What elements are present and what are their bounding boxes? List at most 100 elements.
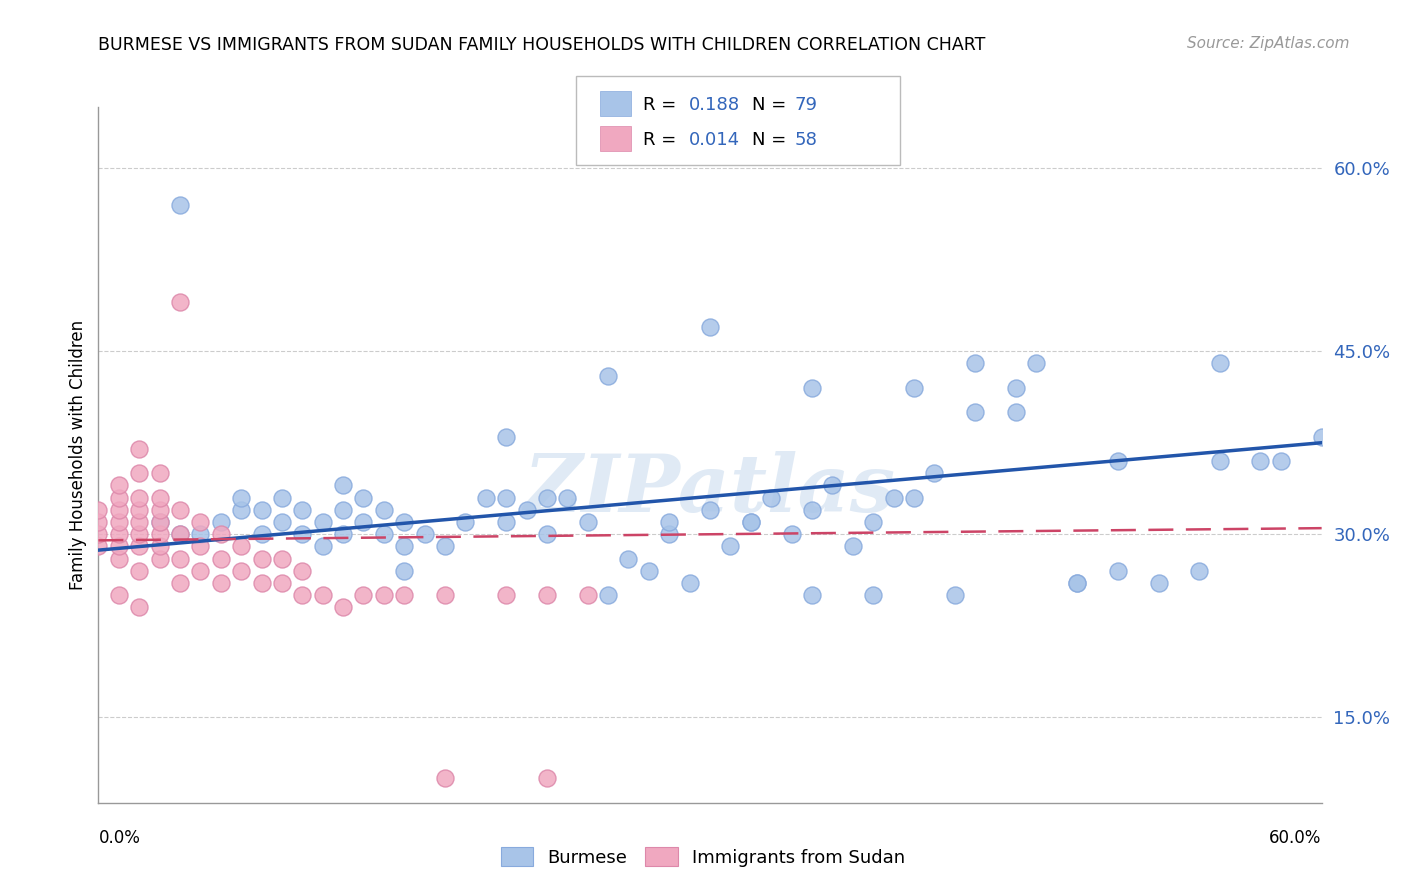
Point (149, 467, 172, 481)
Point (87, 527, 110, 541)
Point (108, 478, 131, 492)
Point (434, 588, 457, 602)
Point (761, 491, 783, 505)
Point (373, 503, 395, 517)
Text: R =: R = (643, 96, 682, 114)
Point (1004, 381, 1026, 395)
Point (128, 467, 150, 481)
Point (250, 576, 273, 591)
Text: BURMESE VS IMMIGRANTS FROM SUDAN FAMILY HOUSEHOLDS WITH CHILDREN CORRELATION CHA: BURMESE VS IMMIGRANTS FROM SUDAN FAMILY … (98, 36, 986, 54)
Point (658, 515, 681, 529)
Point (392, 515, 416, 529)
Point (373, 588, 395, 602)
Point (1066, 576, 1088, 591)
Point (108, 588, 131, 602)
Point (1310, 429, 1333, 443)
Point (801, 503, 824, 517)
Point (312, 515, 335, 529)
Point (312, 540, 335, 554)
Point (270, 576, 294, 591)
Point (1147, 576, 1170, 591)
Point (495, 429, 517, 443)
Point (373, 527, 395, 541)
Point (454, 515, 477, 529)
Point (883, 491, 905, 505)
Point (209, 551, 232, 566)
Point (231, 564, 253, 578)
Point (128, 527, 150, 541)
Point (149, 540, 172, 554)
Point (598, 368, 620, 383)
Point (1188, 564, 1211, 578)
Point (943, 588, 966, 602)
Point (1025, 356, 1047, 370)
Point (801, 381, 824, 395)
Point (740, 515, 762, 529)
Point (862, 588, 884, 602)
Point (637, 564, 661, 578)
Point (149, 515, 172, 529)
Point (231, 503, 253, 517)
Point (128, 564, 150, 578)
Point (149, 491, 172, 505)
Point (270, 515, 294, 529)
Point (1107, 454, 1129, 468)
Point (250, 503, 273, 517)
Point (516, 503, 538, 517)
Point (291, 527, 314, 541)
Point (332, 600, 354, 615)
Point (169, 576, 191, 591)
Point (965, 405, 987, 419)
Point (169, 527, 191, 541)
Point (598, 588, 620, 602)
Point (352, 588, 374, 602)
Point (291, 564, 314, 578)
Point (474, 491, 498, 505)
Point (740, 515, 762, 529)
Point (413, 527, 436, 541)
Point (699, 319, 721, 334)
Point (555, 491, 579, 505)
Point (617, 551, 640, 566)
Text: 79: 79 (794, 96, 817, 114)
Point (250, 527, 273, 541)
Text: N =: N = (752, 131, 792, 149)
Text: 58: 58 (794, 131, 817, 149)
Point (1004, 405, 1026, 419)
Point (434, 540, 457, 554)
Point (231, 540, 253, 554)
Point (188, 527, 212, 541)
Point (149, 551, 172, 566)
Point (87, 540, 110, 554)
Point (1209, 454, 1232, 468)
Point (1209, 356, 1232, 370)
Point (128, 491, 150, 505)
Point (108, 540, 131, 554)
Point (903, 381, 925, 395)
Point (434, 772, 457, 786)
Point (231, 491, 253, 505)
Y-axis label: Family Households with Children: Family Households with Children (69, 320, 87, 590)
Point (108, 527, 131, 541)
Point (128, 442, 150, 456)
Point (536, 491, 558, 505)
Point (169, 527, 191, 541)
Point (250, 551, 273, 566)
Point (801, 588, 824, 602)
Text: 0.014: 0.014 (689, 131, 740, 149)
Point (392, 564, 416, 578)
Point (965, 356, 987, 370)
Point (718, 540, 742, 554)
Point (169, 503, 191, 517)
Point (332, 527, 354, 541)
Point (128, 600, 150, 615)
Point (149, 503, 172, 517)
Point (841, 540, 863, 554)
Point (332, 478, 354, 492)
Point (128, 540, 150, 554)
Point (128, 503, 150, 517)
Point (188, 564, 212, 578)
Text: ZIPatlas: ZIPatlas (524, 451, 896, 528)
Point (108, 491, 131, 505)
Point (780, 527, 803, 541)
